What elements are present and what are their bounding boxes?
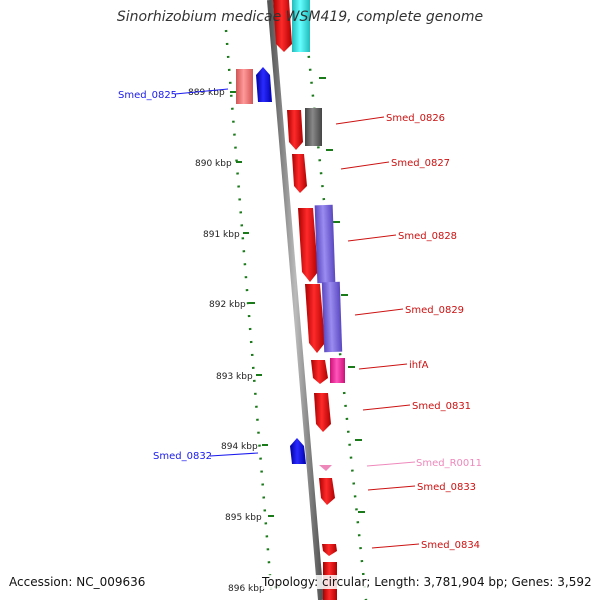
tick-marks [230,77,365,588]
gene-arrow-smed-0828[interactable] [298,208,318,282]
gene-label-smed-0832[interactable]: Smed_0832 [153,451,212,462]
gene-arrow-smed-0834[interactable] [322,544,337,556]
gene-label-smed-0826[interactable]: Smed_0826 [386,113,445,124]
gene-label-smed-0827[interactable]: Smed_0827 [391,158,450,169]
gene-box-purple-1[interactable] [314,204,336,284]
leader-line [209,452,259,457]
leader-line [367,485,416,491]
tick-label: 892 kbp [209,300,246,310]
tick-label: 891 kbp [203,230,240,240]
gene-label-smed-0825[interactable]: Smed_0825 [118,90,177,101]
leader-line [347,234,397,242]
leader-line [174,88,229,95]
gene-features [236,0,345,600]
gene-label-smed-0831[interactable]: Smed_0831 [412,401,471,412]
leader-line [354,308,404,316]
leader-line [335,116,385,125]
gene-box-top-cyan[interactable] [292,0,310,52]
leader-line [366,461,416,467]
leader-line [358,363,408,370]
genome-backbone [267,0,324,600]
gene-arrow-smed-r0011[interactable] [319,465,332,471]
gene-label-smed-0829[interactable]: Smed_0829 [405,305,464,316]
label-leaders [174,88,420,549]
gene-arrow-smed-0825[interactable] [256,67,272,102]
gene-labels: Smed_0825 Smed_0826 Smed_0827 Smed_0828 … [118,90,482,551]
gene-arrow-smed-0826[interactable] [287,110,303,150]
accession-text: Accession: NC_009636 [9,575,146,589]
tick-label: 889 kbp [188,88,225,98]
gene-label-smed-0833[interactable]: Smed_0833 [417,482,476,493]
gene-label-smed-0834[interactable]: Smed_0834 [421,540,480,551]
gene-arrow-smed-0827[interactable] [292,154,307,193]
map-title: Sinorhizobium medicae WSM419, complete g… [116,9,484,25]
gene-arrow-ihfa[interactable] [311,360,328,384]
gene-arrow-smed-0832[interactable] [290,438,306,464]
gene-label-ihfa[interactable]: ihfA [409,360,429,371]
tick-label: 890 kbp [195,159,232,169]
gene-arrow-smed-0831[interactable] [314,393,331,432]
tick-labels: 889 kbp 890 kbp 891 kbp 892 kbp 893 kbp … [188,88,265,594]
gene-arrow-top-red[interactable] [273,0,292,52]
tick-label: 895 kbp [225,513,262,523]
gene-label-smed-r0011[interactable]: Smed_R0011 [416,458,482,469]
gene-box-light-red[interactable] [236,69,253,104]
leader-line [340,161,390,170]
tick-label: 894 kbp [221,442,258,452]
genome-summary-text: Topology: circular; Length: 3,781,904 bp… [262,575,592,589]
gene-label-smed-0828[interactable]: Smed_0828 [398,231,457,242]
tick-label: 893 kbp [216,372,253,382]
leader-line [371,543,420,549]
gene-box-purple-2[interactable] [321,281,343,353]
leader-line [362,404,411,411]
gene-box-dark-gray[interactable] [305,108,322,146]
tick-label: 896 kbp [228,584,265,594]
gene-arrow-smed-0833[interactable] [319,478,335,505]
gene-arrow-smed-0829[interactable] [305,284,325,353]
gene-box-pink[interactable] [330,358,345,383]
